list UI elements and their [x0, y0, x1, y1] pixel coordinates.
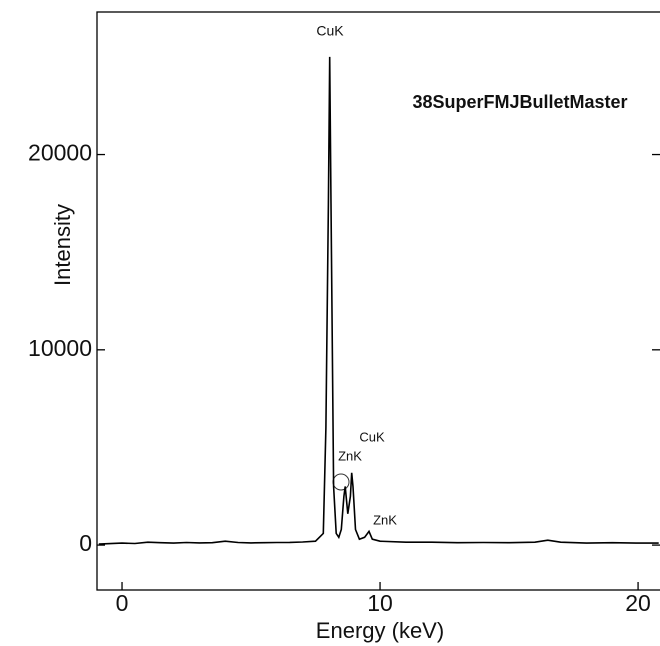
y-tick-label: 20000 [28, 140, 92, 166]
plot-frame [96, 11, 660, 591]
annotation: ZnK [373, 512, 397, 527]
spectrum-line [98, 56, 659, 545]
peak-marker [332, 473, 350, 491]
x-axis-label: Energy (keV) [316, 618, 444, 643]
x-tick-label: 10 [367, 590, 393, 616]
x-tick-label: 20 [625, 590, 651, 616]
x-tick-label: 0 [116, 590, 129, 616]
annotation: 38SuperFMJBulletMaster [412, 92, 627, 112]
annotation: ZnK [338, 448, 362, 463]
annotation: CuK [316, 23, 344, 39]
y-axis-label: Intensity [50, 204, 75, 286]
y-tick-label: 10000 [28, 335, 92, 361]
annotation: CuK [359, 429, 385, 444]
y-tick-label: 0 [79, 530, 92, 556]
